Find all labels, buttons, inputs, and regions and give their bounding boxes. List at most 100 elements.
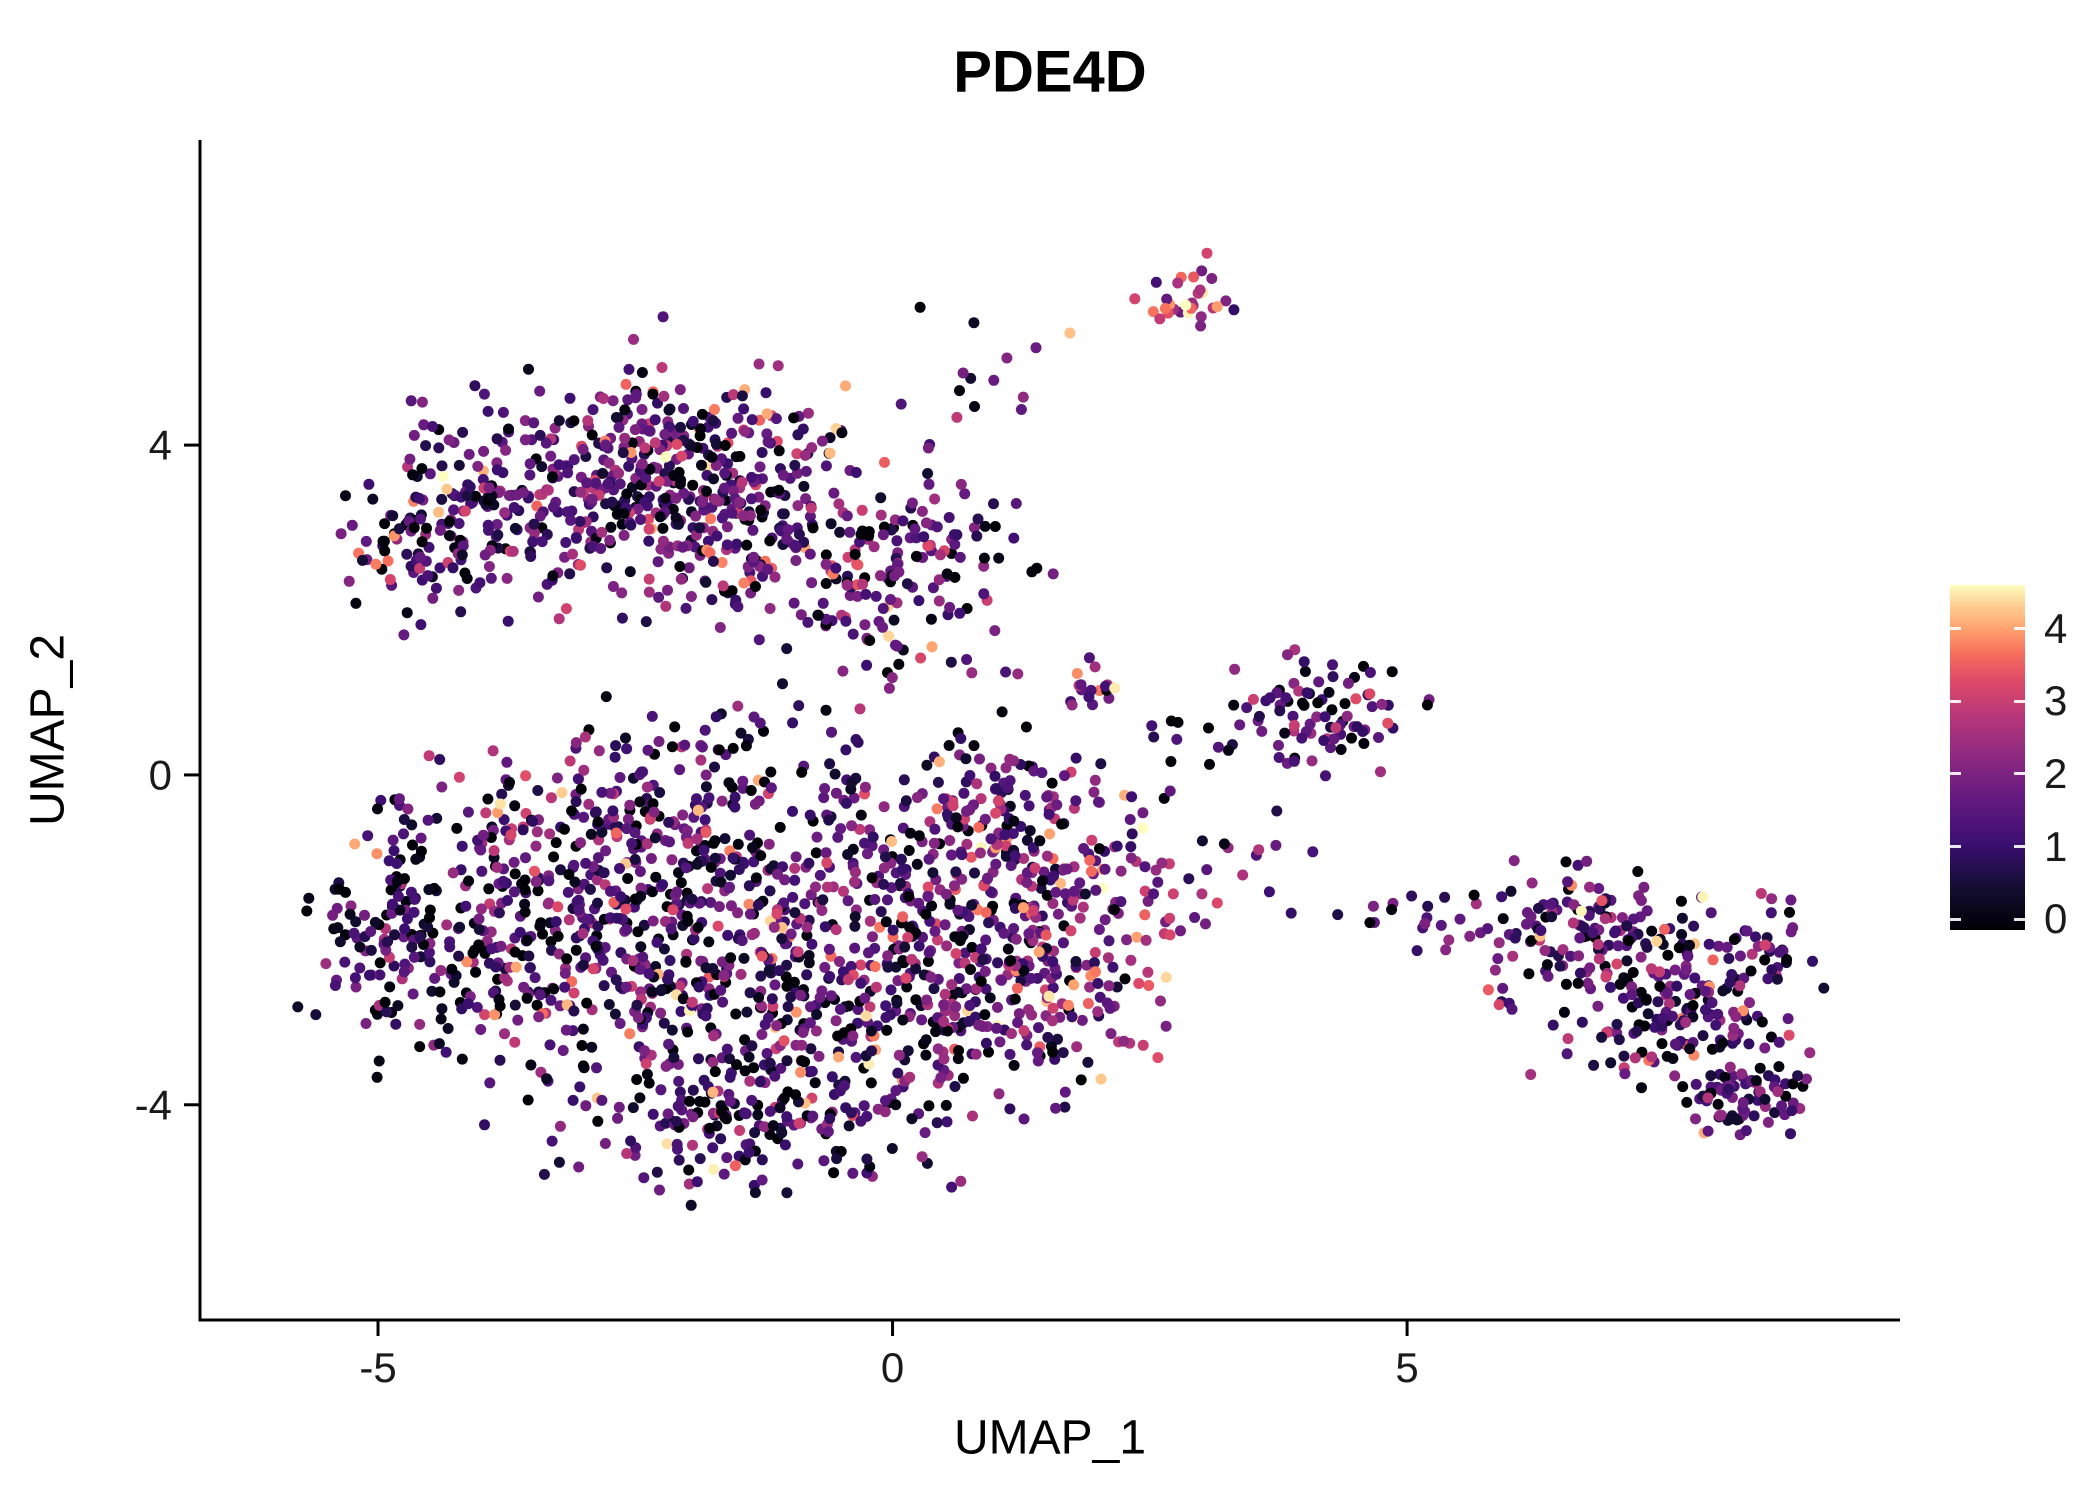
data-point (375, 794, 387, 806)
data-point (1196, 265, 1208, 277)
data-point (1008, 815, 1020, 827)
data-point (1759, 1093, 1771, 1105)
data-point (1715, 1109, 1727, 1121)
data-point (787, 805, 798, 817)
data-point (1773, 1061, 1785, 1073)
data-point (1578, 922, 1590, 934)
data-point (823, 814, 835, 826)
data-point (938, 1053, 950, 1065)
data-point (548, 851, 560, 863)
data-point (861, 1153, 873, 1165)
data-point (536, 461, 548, 473)
data-point (493, 907, 505, 919)
data-point (657, 311, 669, 323)
data-point (820, 549, 832, 561)
data-point (737, 510, 749, 522)
data-point (573, 904, 585, 916)
axis-lines (198, 140, 1900, 1322)
data-point (840, 744, 852, 756)
data-point (502, 895, 513, 906)
data-point (1027, 842, 1039, 854)
data-point (913, 897, 925, 909)
data-point (824, 1113, 836, 1125)
data-point (497, 875, 509, 887)
data-point (620, 981, 632, 993)
data-point (610, 827, 622, 839)
data-point (365, 944, 377, 956)
data-point (1713, 940, 1725, 952)
data-point (746, 471, 758, 483)
data-point (1717, 985, 1729, 997)
data-point (925, 613, 937, 625)
data-point (673, 1075, 685, 1087)
data-point (721, 539, 733, 551)
scatter-points (292, 247, 1830, 1211)
data-point (393, 523, 405, 535)
data-point (1542, 970, 1554, 982)
data-point (1575, 905, 1587, 917)
data-point (370, 558, 382, 570)
data-point (670, 492, 682, 504)
data-point (1000, 762, 1012, 774)
data-point (1497, 982, 1509, 994)
data-point (373, 1055, 385, 1067)
data-point (677, 541, 689, 553)
data-point (1627, 967, 1639, 978)
data-point (967, 1110, 978, 1122)
data-point (655, 985, 667, 997)
data-point (1172, 277, 1184, 289)
data-point (1684, 939, 1695, 951)
data-point (640, 472, 652, 484)
data-point (612, 1112, 624, 1124)
data-point (943, 740, 955, 751)
data-point (776, 933, 788, 945)
data-point (1801, 1073, 1812, 1085)
data-point (1351, 721, 1363, 733)
data-point (702, 883, 714, 895)
data-point (989, 770, 1001, 782)
data-point (646, 710, 658, 722)
data-point (687, 479, 699, 491)
data-point (666, 1024, 678, 1036)
data-point (807, 522, 819, 534)
data-point (847, 628, 859, 640)
data-point (1118, 1035, 1130, 1047)
data-point (882, 950, 894, 962)
data-point (752, 899, 764, 911)
data-point (501, 572, 513, 584)
data-point (914, 301, 926, 313)
data-point (630, 388, 642, 400)
data-point (629, 424, 641, 436)
data-point (781, 980, 793, 992)
data-point (812, 609, 824, 621)
data-point (938, 793, 950, 805)
data-point (820, 460, 832, 472)
data-point (768, 921, 780, 933)
data-point (977, 954, 989, 965)
data-point (1652, 996, 1664, 1008)
data-point (1012, 1017, 1024, 1029)
data-point (477, 829, 489, 841)
data-point (485, 572, 497, 584)
data-point (1721, 941, 1733, 953)
data-point (677, 809, 689, 821)
data-point (1089, 774, 1101, 786)
data-point (867, 831, 879, 843)
data-point (738, 577, 750, 589)
data-point (525, 551, 537, 562)
data-point (1523, 968, 1535, 980)
data-point (979, 966, 991, 977)
data-point (562, 886, 574, 898)
data-point (820, 704, 832, 716)
data-point (677, 993, 689, 1005)
data-point (600, 845, 612, 857)
data-point (1666, 1010, 1678, 1022)
data-point (726, 507, 738, 519)
data-point (423, 884, 435, 896)
data-point (581, 477, 593, 489)
data-point (645, 853, 657, 864)
data-point (662, 973, 674, 985)
data-point (941, 1116, 953, 1128)
data-point (792, 500, 804, 512)
data-point (686, 893, 698, 905)
